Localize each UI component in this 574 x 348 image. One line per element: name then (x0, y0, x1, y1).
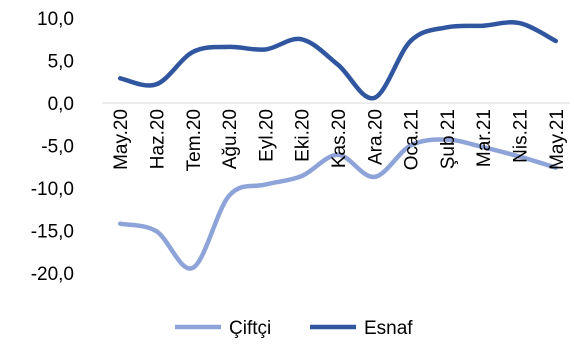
data-point (446, 26, 448, 28)
series-line-esnaf (117, 20, 559, 101)
data-point (519, 156, 520, 158)
data-point (373, 97, 375, 99)
x-tick-label: May.21 (547, 109, 568, 170)
y-tick-label: 10,0 (37, 9, 74, 30)
data-point (482, 25, 484, 27)
y-tick-label: -20,0 (31, 264, 74, 285)
legend: Çiftçi Esnaf (175, 318, 413, 339)
data-point (373, 176, 375, 178)
x-tick-label: Eki.20 (293, 109, 314, 162)
data-point (228, 195, 230, 197)
y-tick-label: 0,0 (48, 94, 74, 115)
y-tick-label: -5,0 (41, 137, 74, 158)
x-axis-ticks: May.20 Haz.20 Tem.20 Ağu.20 Eyl.20 Eki.20 Kas.… (111, 109, 568, 171)
data-point (264, 49, 266, 50)
data-point (555, 167, 557, 169)
y-tick-label: 5,0 (48, 52, 74, 73)
data-point (410, 40, 412, 42)
x-tick-label: Mar.21 (474, 109, 495, 167)
y-tick-label: -15,0 (31, 222, 74, 243)
data-point (192, 267, 194, 269)
data-point (337, 154, 339, 156)
data-point (119, 77, 121, 79)
data-point (301, 175, 303, 177)
x-tick-label: Eyl.20 (256, 109, 277, 162)
x-tick-label: Kas.20 (329, 109, 350, 168)
data-point (519, 22, 520, 24)
y-tick-label: -10,0 (31, 179, 74, 200)
x-tick-label: Oca.21 (402, 109, 423, 170)
y-axis-ticks: 10,0 5,0 0,0 -5,0 -10,0 -15,0 -20,0 (31, 9, 74, 285)
data-point (264, 184, 266, 186)
series-lines (117, 20, 559, 271)
x-tick-label: Nis.21 (511, 109, 532, 163)
data-point (410, 145, 412, 146)
data-point (156, 230, 157, 232)
x-tick-label: Şub.21 (438, 109, 459, 169)
data-point (301, 38, 303, 40)
x-tick-label: Ara.20 (365, 109, 386, 165)
data-point (482, 146, 484, 148)
x-tick-label: May.20 (111, 109, 132, 170)
x-tick-label: Haz.20 (147, 109, 168, 169)
data-point (228, 46, 230, 48)
legend-label-çiftçi: Çiftçi (229, 318, 271, 339)
data-point (446, 139, 448, 141)
data-point (192, 51, 194, 53)
legend-label-esnaf: Esnaf (364, 318, 413, 339)
data-point (119, 223, 121, 225)
data-point (555, 40, 557, 42)
x-tick-label: Tem.20 (184, 109, 205, 171)
x-tick-label: Ağu.20 (220, 109, 241, 169)
data-point (337, 64, 339, 66)
data-point (156, 83, 157, 85)
